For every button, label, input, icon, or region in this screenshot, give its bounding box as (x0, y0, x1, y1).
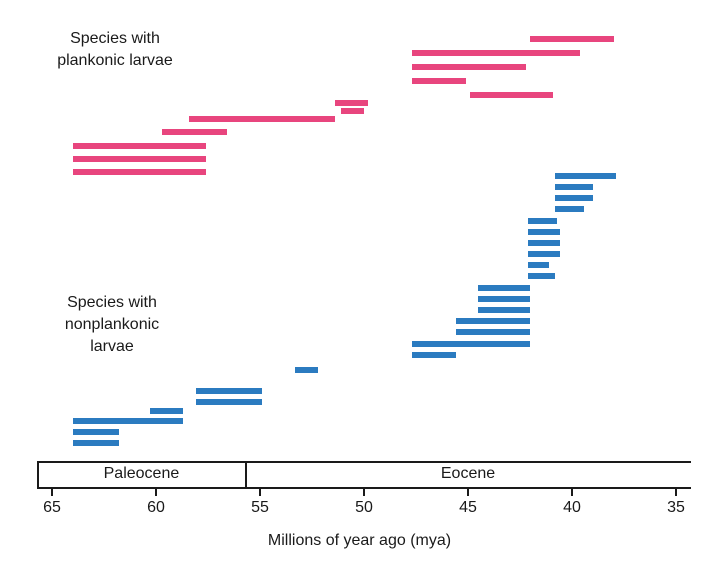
species-range-bar (195, 388, 263, 394)
x-tick-label: 50 (355, 499, 373, 516)
species-range-bar (295, 367, 319, 373)
species-range-bar (411, 352, 456, 358)
x-tick-label: 45 (459, 499, 477, 516)
x-tick-label: 35 (667, 499, 685, 516)
species-range-bar (478, 307, 531, 313)
species-range-bar (72, 429, 119, 435)
epoch-divider (37, 461, 40, 489)
species-range-bar (478, 285, 531, 291)
species-range-bar (555, 195, 593, 201)
series-label-planktonic: Species with plankonic larvae (35, 28, 195, 72)
species-range-bar (411, 78, 466, 84)
species-range-bar (72, 440, 119, 446)
x-axis-title: Millions of year ago (mya) (267, 532, 452, 549)
x-tick-mark (155, 489, 157, 496)
x-tick-label: 65 (43, 499, 61, 516)
species-range-bar (455, 329, 531, 335)
species-range-bar (528, 273, 556, 279)
species-range-bar (530, 36, 614, 42)
series-label-line: larvae (90, 338, 134, 355)
species-range-bar (189, 116, 335, 122)
epoch-label: Eocene (440, 465, 496, 482)
species-range-bar (455, 318, 531, 324)
x-tick-mark (571, 489, 573, 496)
species-range-bar (72, 418, 184, 424)
x-tick-mark (675, 489, 677, 496)
species-range-bar (528, 262, 550, 268)
epoch-label: Paleocene (103, 465, 180, 482)
species-range-bar (162, 129, 227, 135)
species-range-bar (555, 184, 593, 190)
series-label-line: Species with (70, 30, 160, 47)
species-range-bar (72, 169, 206, 175)
epoch-divider (245, 461, 248, 489)
x-tick-mark (51, 489, 53, 496)
series-label-line: Species with (67, 294, 157, 311)
x-tick-label: 40 (563, 499, 581, 516)
x-tick-label: 60 (147, 499, 165, 516)
species-range-bar (470, 92, 554, 98)
species-range-bar (555, 206, 585, 212)
x-tick-mark (467, 489, 469, 496)
species-range-bar (528, 229, 560, 235)
species-range-bar (528, 218, 558, 224)
species-range-bar (341, 108, 364, 114)
series-label-nonplanktonic: Species with nonplankonic larvae (32, 292, 192, 358)
epoch-band-top-line (37, 461, 691, 463)
x-tick-mark (259, 489, 261, 496)
series-label-line: plankonic larvae (57, 52, 173, 69)
series-label-line: nonplankonic (64, 316, 160, 333)
species-range-bar (555, 173, 616, 179)
x-tick-label: 55 (251, 499, 269, 516)
species-range-bar (411, 341, 531, 347)
species-range-bar (528, 240, 560, 246)
x-tick-mark (363, 489, 365, 496)
species-range-bar (334, 100, 369, 106)
species-range-bar (72, 156, 206, 162)
species-range-bar (411, 50, 581, 56)
species-range-bar (478, 296, 531, 302)
epoch-band-bottom-line (37, 487, 691, 489)
species-range-bar (528, 251, 560, 257)
species-range-bar (195, 399, 263, 405)
species-range-bar (149, 408, 184, 414)
species-range-bar (72, 143, 206, 149)
species-range-bar (411, 64, 527, 70)
